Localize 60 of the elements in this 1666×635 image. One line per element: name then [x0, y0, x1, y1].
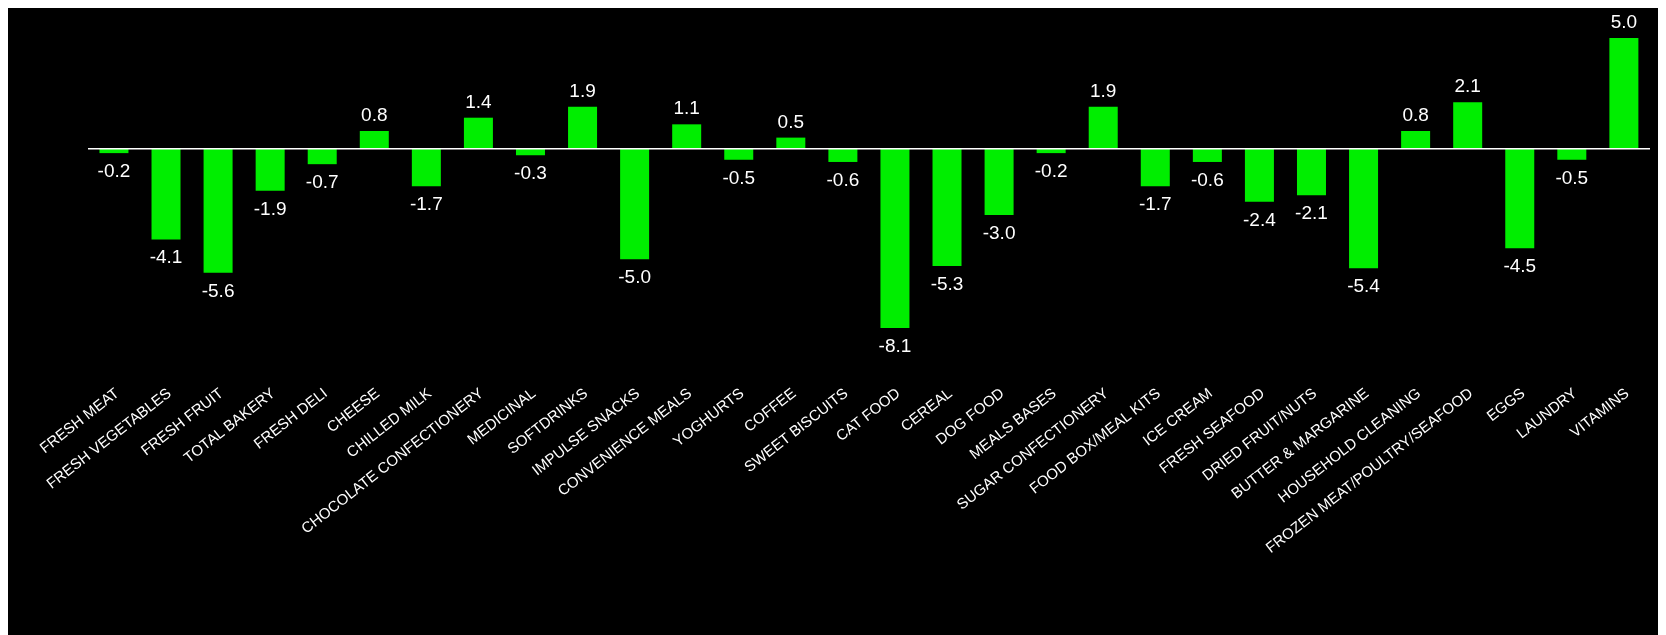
- bar: [1609, 38, 1639, 149]
- data-label: -1.7: [1138, 193, 1172, 215]
- data-label: -2.4: [1243, 208, 1277, 230]
- data-label: -4.1: [149, 246, 183, 268]
- data-label: -0.2: [1034, 160, 1068, 182]
- data-label: -4.5: [1503, 255, 1537, 277]
- bar: [1296, 148, 1326, 196]
- data-label: -0.5: [722, 166, 756, 188]
- bar: [932, 148, 962, 267]
- bar: [151, 148, 181, 240]
- bar: [568, 106, 598, 149]
- data-label: 1.9: [1090, 79, 1117, 101]
- data-label: -0.6: [826, 168, 860, 190]
- data-label: -0.2: [97, 160, 131, 182]
- data-label: -1.9: [253, 197, 287, 219]
- data-label: 0.8: [1402, 103, 1429, 125]
- data-label: 1.1: [673, 97, 700, 119]
- data-label: -5.4: [1347, 275, 1381, 297]
- bar: [463, 117, 493, 149]
- bar: [984, 148, 1014, 216]
- data-label: -5.6: [201, 279, 235, 301]
- bar: [672, 124, 702, 149]
- bar: [1401, 130, 1431, 149]
- bar: [99, 148, 129, 154]
- data-label: 0.5: [777, 110, 805, 132]
- data-label: -3.0: [982, 222, 1016, 244]
- bar: [515, 148, 545, 156]
- data-label: 5.0: [1610, 11, 1638, 32]
- bar: [1244, 148, 1274, 202]
- bar: [1140, 148, 1170, 187]
- bar: [1088, 106, 1118, 149]
- bar: [1453, 102, 1483, 149]
- data-label: 0.8: [361, 103, 388, 125]
- data-label: 1.9: [569, 79, 596, 101]
- bar: [880, 148, 910, 328]
- bar: [1349, 148, 1379, 269]
- bar: [828, 148, 858, 162]
- data-label: 1.4: [465, 90, 493, 112]
- bar: [1505, 148, 1535, 249]
- data-label: -0.6: [1190, 168, 1224, 190]
- data-label: -5.3: [930, 273, 964, 295]
- bar: [255, 148, 285, 191]
- bar: [1557, 148, 1587, 160]
- bar: [359, 130, 389, 149]
- bar: [203, 148, 233, 273]
- data-label: -5.0: [618, 266, 651, 288]
- data-label: -0.7: [305, 171, 339, 193]
- data-label: -0.5: [1555, 166, 1589, 188]
- bar: [411, 148, 441, 187]
- bar: [776, 137, 806, 149]
- data-label: -2.1: [1295, 202, 1328, 224]
- bar: [620, 148, 650, 260]
- bar: [724, 148, 754, 160]
- data-label: -8.1: [878, 335, 912, 356]
- bar: [1192, 148, 1222, 162]
- data-label: -1.7: [409, 193, 443, 215]
- data-label: 2.1: [1454, 75, 1481, 97]
- bar: [1036, 148, 1066, 154]
- data-label: -0.3: [514, 162, 547, 184]
- bar: [307, 148, 337, 165]
